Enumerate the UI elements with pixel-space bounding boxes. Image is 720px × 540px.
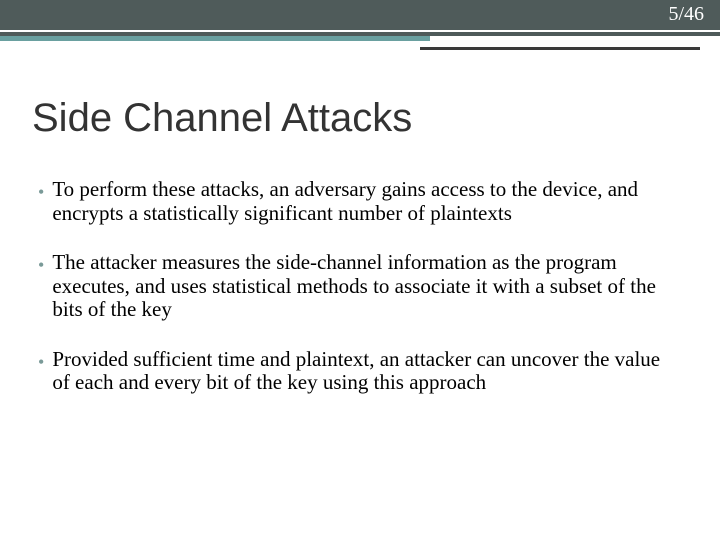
bullet-text: To perform these attacks, an adversary g… [52, 178, 670, 225]
page-total: 46 [684, 3, 704, 25]
slide-content: • To perform these attacks, an adversary… [38, 178, 670, 421]
slide: 5/46 Side Channel Attacks • To perform t… [0, 0, 720, 540]
bullet-text: The attacker measures the side-channel i… [52, 251, 670, 322]
header-divider-light [0, 30, 720, 32]
bullet-item: • To perform these attacks, an adversary… [38, 178, 670, 225]
bullet-text: Provided sufficient time and plaintext, … [52, 348, 670, 395]
bullet-marker-icon: • [38, 255, 44, 276]
header-accent-teal [0, 36, 430, 41]
slide-title: Side Channel Attacks [32, 96, 412, 141]
page-number: 5/46 [668, 3, 704, 26]
header-underline-dark [420, 47, 700, 50]
bullet-marker-icon: • [38, 352, 44, 373]
bullet-marker-icon: • [38, 182, 44, 203]
bullet-item: • The attacker measures the side-channel… [38, 251, 670, 322]
bullet-item: • Provided sufficient time and plaintext… [38, 348, 670, 395]
page-current: 5 [668, 3, 678, 25]
